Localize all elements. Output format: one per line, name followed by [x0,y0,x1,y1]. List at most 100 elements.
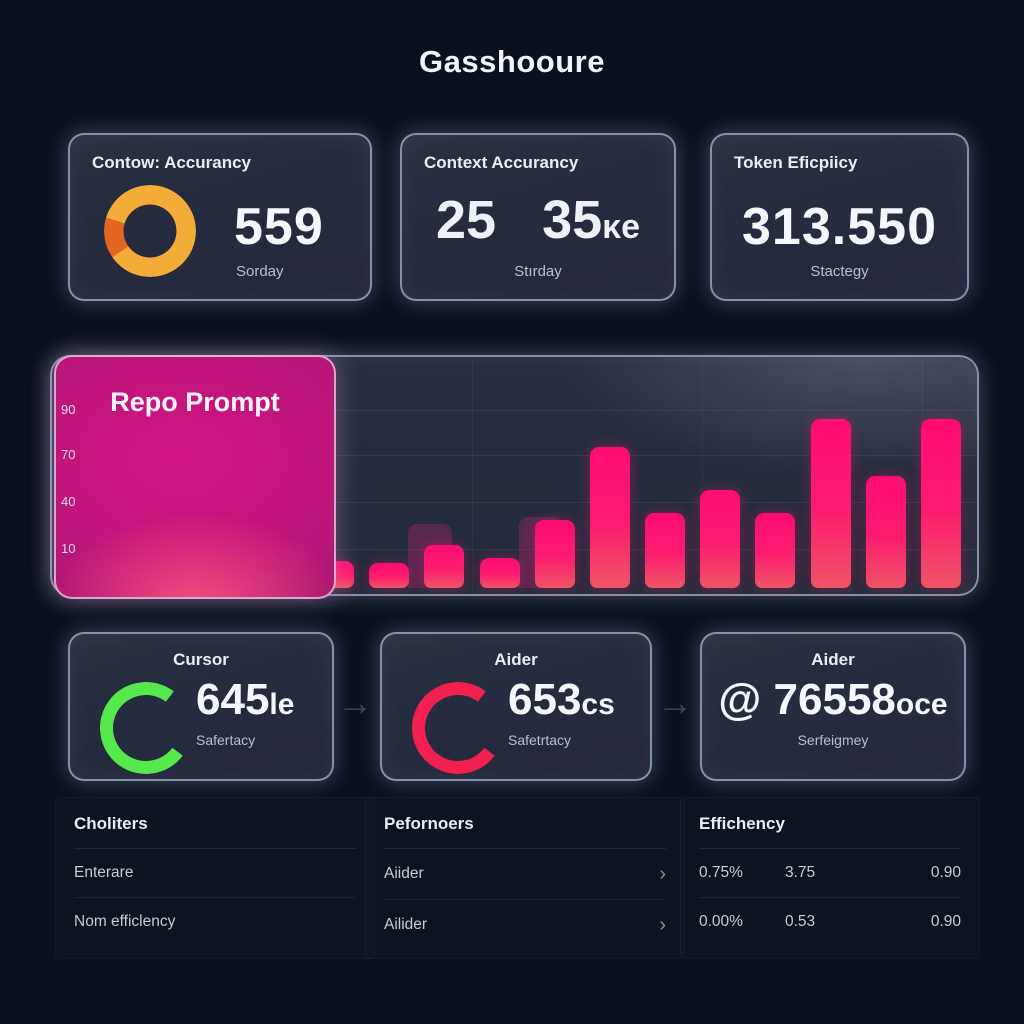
chart-bar[interactable] [369,562,410,588]
stat-values: 25 35ᴋe [402,193,674,247]
model-value-suffix: cs [581,688,615,721]
model-card-cursor: Cursor 645le Safertacy [68,632,334,781]
bar-chart [314,360,961,588]
bar-slot [645,360,686,588]
bar-slot [408,360,465,588]
stat-subtitle: Sorday [236,263,284,280]
stat-card-context-accurancy: Context Accurancy 25 35ᴋe Stırday [400,133,676,301]
gridline-horizontal [52,549,977,550]
list-header: Pefornoers [384,798,666,849]
aider-c-arc-icon [406,676,510,780]
arrow-right-icon: → [337,682,373,723]
bar-slot [865,360,906,588]
model-value: 653cs [508,675,615,724]
model-subtitle: Serfeigmey [797,732,869,748]
gridline-horizontal [52,410,977,411]
y-axis-tick: 40 [61,494,76,509]
chart-bar[interactable] [700,489,741,588]
list-item-label: Aiider [384,865,424,882]
gridline-vertical [702,357,703,594]
bar-slot [755,360,796,588]
list-item-label: Ailider [384,916,428,933]
efficiency-score: 0.90 [930,864,961,881]
gridline-vertical [472,357,473,594]
chevron-right-icon[interactable]: › [659,914,666,936]
y-axis-tick: 70 [61,447,76,462]
list-header: Effichency [699,798,961,849]
stat-value: 559 [234,198,324,256]
chart-bar[interactable] [755,512,796,588]
model-card-aider-2: Aider @ 76558oce Serfeigmey [700,632,966,781]
model-value-block: @ 76558oce Serfeigmey [702,675,964,749]
list-item[interactable]: 0.00% 0.53 0.90 [699,898,961,946]
bar-slot [810,360,851,588]
stat-subtitle: Stactegy [810,263,869,280]
chart-bar[interactable] [645,512,686,588]
list-effichency: Effichency 0.75% 3.75 0.90 0.00% 0.53 0.… [680,797,980,959]
list-pefornoers: Pefornoers Aiider › Ailider › [365,797,685,959]
stat-subtitle: Stırday [514,263,562,280]
stat-card-token-eficpiicy: Token Eficpiicy 313.550 Stactegy [710,133,969,301]
repo-prompt-card[interactable]: Repo Prompt [54,355,336,599]
model-value-block: 645le Safertacy [196,675,295,749]
list-item[interactable]: Ailider › [384,900,666,950]
model-card-title: Aider [811,650,855,669]
model-value: 645le [196,675,295,724]
bar-slot [700,360,741,588]
y-axis-tick: 90 [61,402,76,417]
stat-card-title: Token Eficpiicy [734,153,858,172]
bar-slot [920,360,961,588]
efficiency-percent: 0.75% [699,864,743,881]
bar-slot [518,360,575,588]
arrow-right-icon: → [657,682,693,723]
gridline-horizontal [52,502,977,503]
page-title: Gasshooure [419,44,605,79]
model-value: @ 76558oce [718,675,948,724]
stat-value-b: 35ᴋe [542,190,641,250]
model-subtitle: Safertacy [196,732,256,748]
efficiency-score: 0.90 [930,913,961,930]
repo-prompt-title: Repo Prompt [110,387,280,417]
efficiency-percent: 0.00% [699,913,743,930]
model-card-title: Aider [494,650,538,669]
stat-value-b-suffix: ᴋe [602,208,641,246]
donut-ring-icon [104,185,196,277]
bar-slot [369,360,410,588]
stat-card-title: Contow: Accurancy [92,153,252,172]
model-subtitle: Safetrtacy [508,732,572,748]
chart-bar[interactable] [865,476,906,588]
chart-bar[interactable] [589,446,630,588]
list-item[interactable]: Aiider › [384,849,666,900]
efficiency-ratio: 3.75 [785,864,816,881]
list-choliters: Choliters Enterare Nom efficlency [55,797,375,959]
list-item[interactable]: Nom efficlency [74,898,356,946]
model-value-block: 653cs Safetrtacy [508,675,615,749]
chart-bar[interactable] [534,519,575,588]
bar-chart-panel: 90 70 40 10 Repo Prompt [50,355,979,599]
chart-bar[interactable] [479,558,520,588]
chevron-right-icon[interactable]: › [659,863,666,885]
list-item-label: Enterare [74,864,134,881]
stat-card-contow-accurancy: Contow: Accurancy 559 Sorday [68,133,372,301]
model-card-title: Cursor [173,650,229,669]
y-axis-tick: 10 [61,541,76,556]
chart-bar[interactable] [424,544,465,588]
list-item[interactable]: Enterare [74,849,356,898]
chart-bar[interactable] [920,419,961,588]
efficiency-ratio: 0.53 [785,913,816,930]
list-item[interactable]: 0.75% 3.75 0.90 [699,849,961,898]
model-value-suffix: le [269,688,295,721]
model-value-suffix: oce [895,688,948,721]
model-value-prefix: @ [718,675,774,724]
bar-slot [589,360,630,588]
stat-card-title: Context Accurancy [424,153,579,172]
list-item-label: Nom efficlency [74,913,176,930]
list-header: Choliters [74,798,356,849]
cursor-c-arc-icon [94,676,198,780]
chart-bar[interactable] [810,419,851,588]
bar-slot [479,360,520,588]
stat-value-a: 25 [435,190,497,250]
model-card-aider: Aider 653cs Safetrtacy [380,632,652,781]
stat-value: 313.550 [742,198,937,256]
